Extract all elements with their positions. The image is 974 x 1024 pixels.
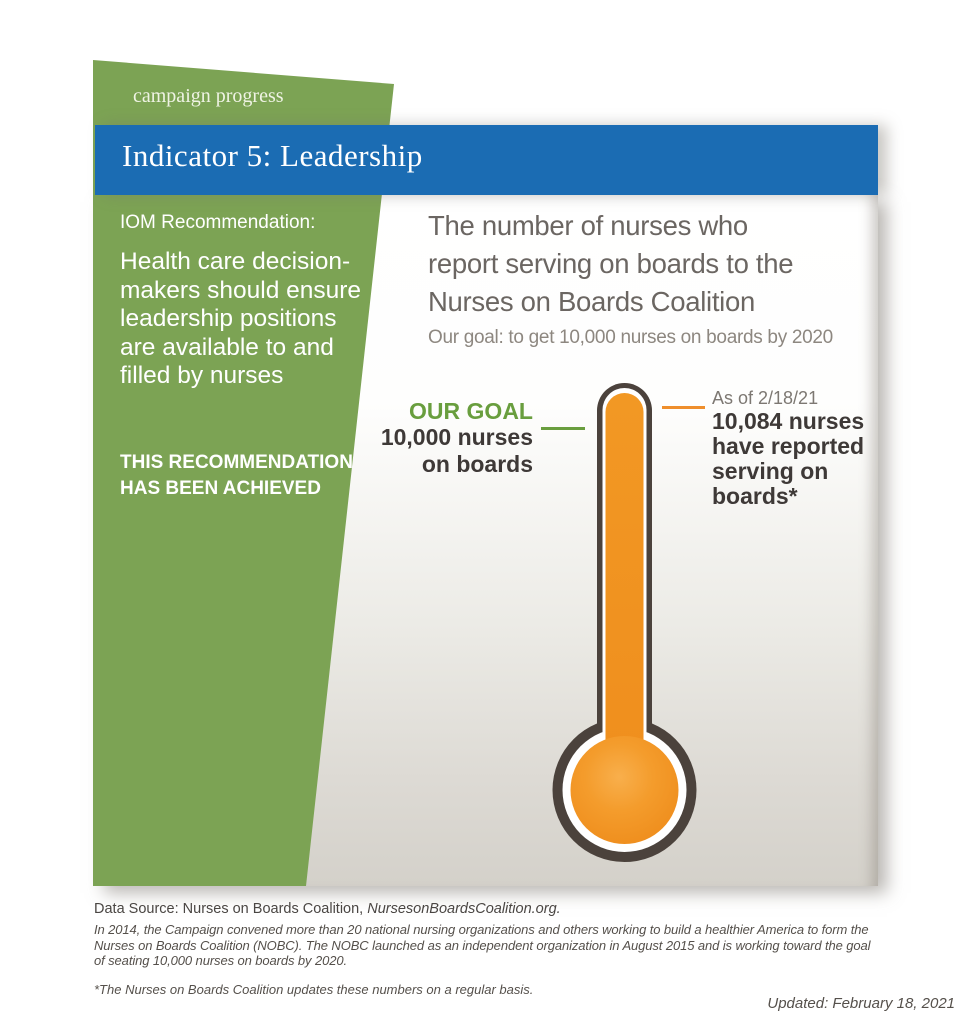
chart-title-line: report serving on boards to the <box>428 248 794 279</box>
achieved-status-text: THIS RECOMMENDATION HAS BEEN ACHIEVED <box>120 452 353 499</box>
current-tick-line <box>662 406 705 409</box>
current-value-line: have reported <box>712 433 865 459</box>
current-value-line: serving on <box>712 458 829 484</box>
green-ribbon-sidebar: campaign progress IOM Recommendation: He… <box>93 60 394 886</box>
recommendation-text: Health care decision-makers should ensur… <box>120 248 362 389</box>
chart-title-line: Nurses on Boards Coalition <box>428 286 755 317</box>
goal-tick-line <box>541 427 585 430</box>
description-line: of seating 10,000 nurses on boards by 20… <box>94 953 347 968</box>
goal-value-line: 10,000 nurses <box>380 424 533 450</box>
campaign-description: In 2014, the Campaign convened more than… <box>94 922 871 969</box>
data-source-text: Data Source: Nurses on Boards Coalition, <box>94 901 368 917</box>
chart-title: The number of nurses who report serving … <box>428 207 794 321</box>
current-annotation: As of 2/18/21 10,084 nurses have reporte… <box>712 387 864 509</box>
current-value-line: 10,084 nurses <box>712 408 865 434</box>
as-of-date: As of 2/18/21 <box>712 388 819 408</box>
thermometer-icon <box>552 383 697 862</box>
description-line: Nurses on Boards Coalition (NOBC). The N… <box>94 937 871 953</box>
chart-title-line: The number of nurses who <box>428 210 748 241</box>
description-line: In 2014, the Campaign convened more than… <box>94 922 869 937</box>
page-title: Indicator 5: Leadership <box>122 138 423 173</box>
asterisk-footnote: *The Nurses on Boards Coalition updates … <box>94 982 534 997</box>
updated-date: Updated: February 18, 2021 <box>767 995 955 1012</box>
chart-subtitle: Our goal: to get 10,000 nurses on boards… <box>428 327 833 348</box>
current-value-line: boards* <box>712 483 798 509</box>
iom-recommendation-kicker: IOM Recommendation: <box>120 212 316 233</box>
data-source-line: Data Source: Nurses on Boards Coalition,… <box>94 901 561 917</box>
goal-annotation: OUR GOAL 10,000 nurses on boards <box>330 398 533 478</box>
data-source-url[interactable]: NursesonBoardsCoalition.org. <box>367 901 561 917</box>
goal-heading: OUR GOAL <box>409 398 533 424</box>
indicator-header-bar: Indicator 5: Leadership <box>95 125 878 195</box>
campaign-progress-label: campaign progress <box>133 85 284 107</box>
goal-value-line: on boards <box>421 451 533 477</box>
